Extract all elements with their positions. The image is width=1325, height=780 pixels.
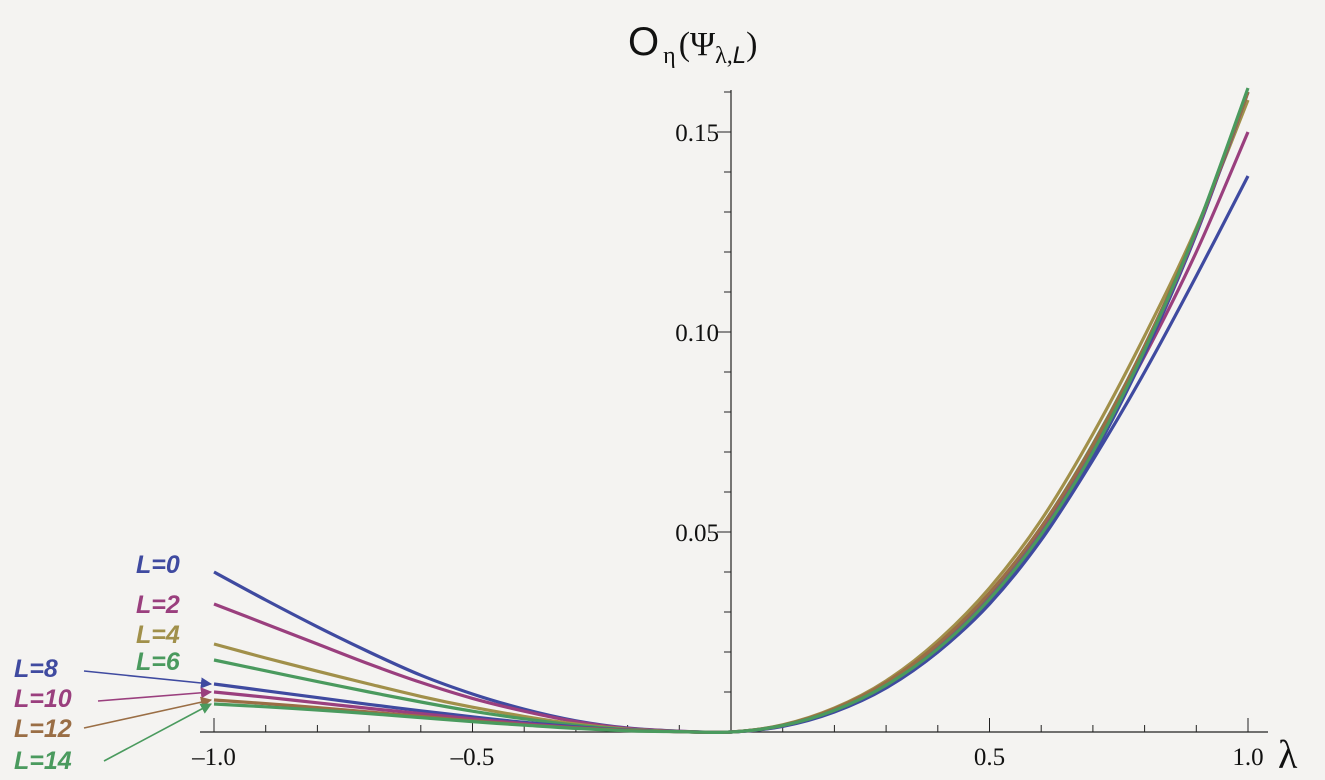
y-axis-title-main: O xyxy=(628,20,659,64)
series-label-arrow xyxy=(103,703,212,762)
series-label-l-6: L=6 xyxy=(136,648,181,676)
series-label-l-4: L=4 xyxy=(136,621,180,649)
series-label-l-2: L=2 xyxy=(136,591,180,619)
x-tick-label: –0.5 xyxy=(450,744,495,771)
series-label-l-0: L=0 xyxy=(136,551,180,579)
series-label-arrow xyxy=(97,687,213,702)
series-label-arrow xyxy=(83,696,213,729)
x-tick-label: –1.0 xyxy=(191,744,236,771)
y-axis-title-sub-lambda: λ, xyxy=(715,43,733,69)
series-label-l-12: L=12 xyxy=(14,715,72,743)
series-line-l-14 xyxy=(213,87,1250,734)
series-label-l-8: L=8 xyxy=(14,655,58,683)
axes: –1.0 –0.5 0.5 1.0 0.05 0.10 0.15 xyxy=(191,90,1268,771)
series-label-arrow xyxy=(83,670,213,689)
y-axis-title-open: (Ψ xyxy=(679,26,715,63)
series-label-l-14: L=14 xyxy=(14,747,72,775)
y-tick-label: 0.10 xyxy=(675,320,719,347)
x-tick-label: 1.0 xyxy=(1232,744,1263,771)
y-axis-title-close: ) xyxy=(746,26,757,63)
y-axis-title-sub-L: L xyxy=(733,42,746,69)
series-label-l-10: L=10 xyxy=(14,685,72,713)
x-axis-title: λ xyxy=(1278,732,1298,777)
y-tick-label: 0.15 xyxy=(675,120,719,147)
x-tick-label: 0.5 xyxy=(974,744,1005,771)
series-labels: L=0 L=2L=4L=6 L=8L=10L=12 L=14 xyxy=(14,551,213,775)
series-curves xyxy=(213,87,1250,735)
y-tick-label: 0.05 xyxy=(675,520,719,547)
y-axis-title-sub-eta: η xyxy=(663,43,676,69)
